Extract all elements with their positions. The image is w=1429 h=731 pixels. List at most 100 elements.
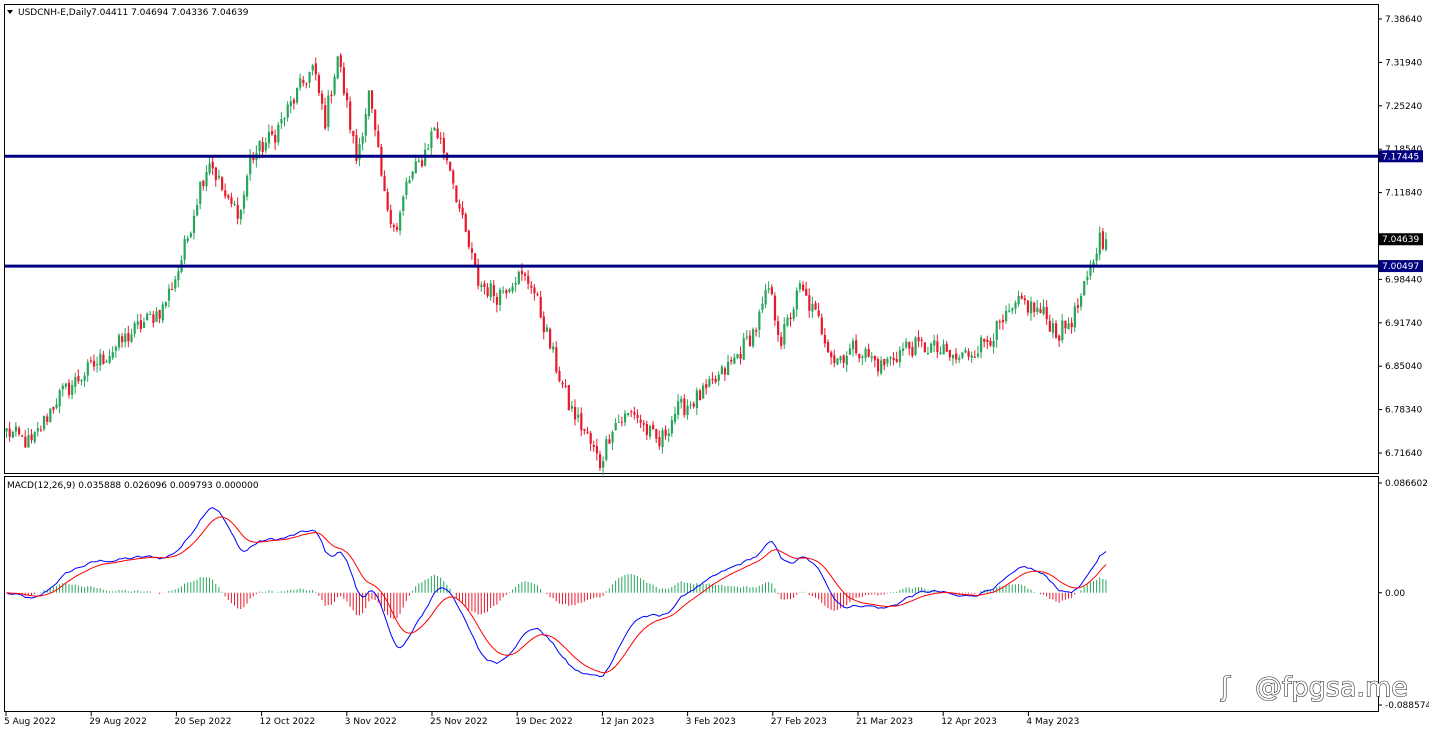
candle [627,412,630,417]
candles-layer [5,53,1108,476]
candle [530,281,533,294]
candle [545,324,549,332]
candle [99,349,102,371]
candle [848,343,852,355]
candle [695,387,698,416]
candle [208,156,211,176]
candle [152,310,155,328]
price-tick-label: 6.98440 [1385,275,1422,285]
candle [720,364,723,375]
candle [548,327,552,350]
candle [692,401,695,409]
candle [1079,293,1083,311]
candle [24,430,27,449]
candle [46,413,49,426]
candle [851,337,855,357]
candle [926,346,930,356]
candle [711,372,714,385]
candle [108,349,111,365]
level-price-tag [1379,260,1423,273]
level-price-label: 7.00497 [1382,262,1419,272]
candle [114,345,118,358]
candle [630,409,633,418]
candle [739,346,742,365]
candle [158,309,161,324]
dropdown-triangle-icon[interactable] [7,10,13,14]
candle [636,409,639,424]
candle [367,90,371,120]
candle [171,282,174,291]
candle [280,112,283,130]
candle [911,341,914,358]
candle [83,371,86,388]
candle [833,349,836,368]
candle [1045,300,1048,325]
candle [805,281,808,297]
candle [74,372,77,394]
candle [320,90,324,111]
candle [121,333,124,348]
candle [86,359,89,382]
price-tick-label: 6.91740 [1385,319,1422,329]
candle [989,337,992,348]
candle [205,165,208,192]
candle [995,320,998,348]
signal-line [6,516,1107,674]
candle [598,450,602,471]
candle [889,356,892,366]
candle [327,89,330,132]
candle [345,88,349,108]
candle [80,378,83,386]
candle [236,197,239,225]
candle [717,371,720,386]
candle [639,414,642,429]
candle [161,301,164,323]
candle [983,338,986,348]
candle [777,315,780,342]
candle [555,341,558,374]
candle [1005,305,1008,324]
candle [30,429,33,444]
candle [511,282,514,294]
candle [386,188,389,212]
candle [564,379,567,389]
candle [733,353,736,365]
candle [317,72,321,97]
candle [752,327,755,348]
candle [464,212,467,233]
candle [705,379,708,395]
candle [436,121,439,140]
candle [686,399,689,420]
candle [605,435,608,462]
candle [27,428,30,448]
macd-tick-label: -0.088574 [1385,701,1429,711]
candle [67,379,71,399]
candle [230,192,233,208]
candle [664,425,667,440]
candle [823,327,827,348]
candle [1030,296,1033,321]
candle [105,359,108,363]
candle [767,281,770,294]
candle [714,375,717,384]
candle [723,366,727,382]
candle [786,314,789,328]
candle [861,354,864,366]
main-panel-frame [4,4,1379,474]
candle [439,132,442,144]
candle [858,353,861,363]
candle [586,426,589,434]
candle [1070,317,1073,334]
candle [761,296,764,314]
candle [876,356,880,377]
candle [196,198,199,217]
candle [677,394,680,420]
candle [980,335,983,359]
price-tick-label: 7.11840 [1385,189,1422,199]
candle [986,335,989,350]
candle [1067,317,1070,330]
candle [820,313,823,336]
candle [783,317,786,350]
candle [61,383,64,397]
